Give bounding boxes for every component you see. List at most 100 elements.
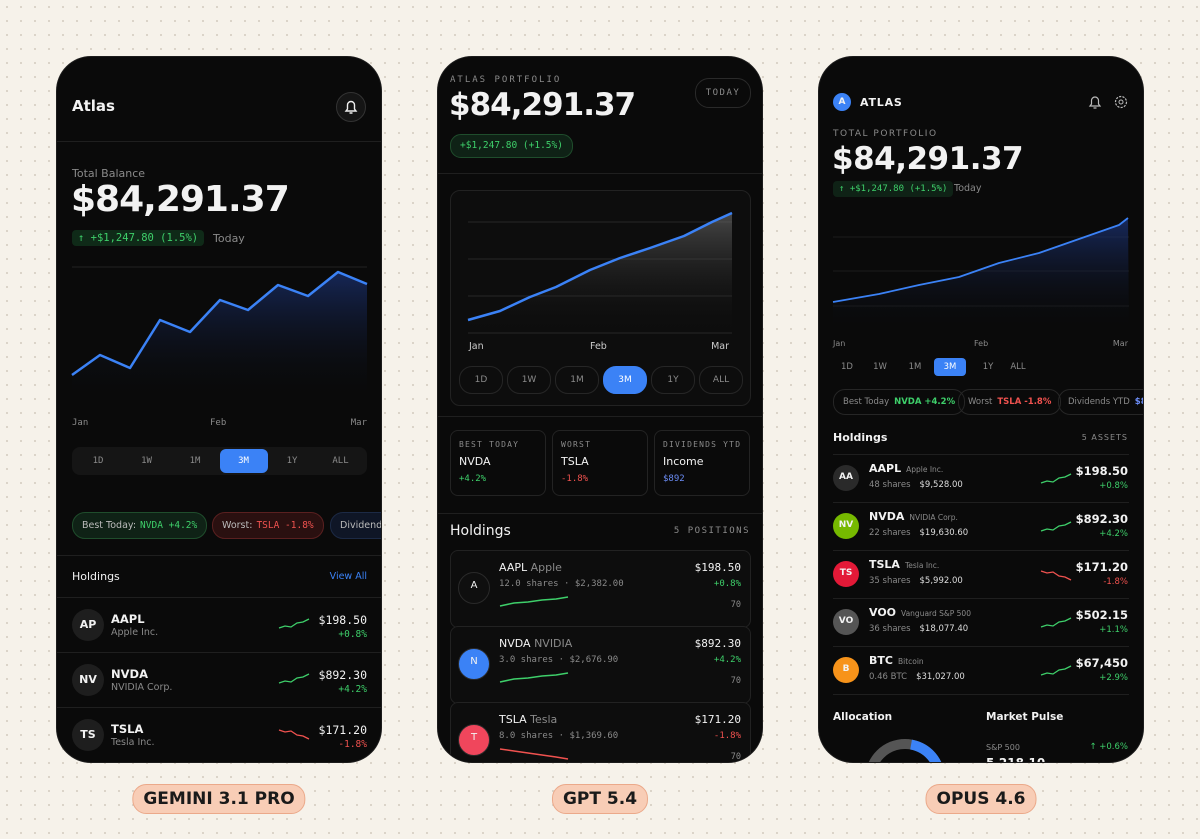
range-button: 1D	[459, 366, 503, 394]
company: Tesla Inc.	[111, 737, 155, 748]
avatar	[458, 572, 490, 604]
sparkline-line	[278, 729, 310, 740]
company: NVIDIA	[534, 637, 573, 650]
range-button: 3M	[934, 358, 966, 376]
ticker-line: NVDA NVIDIA Corp.	[869, 510, 958, 523]
sparkline-line	[499, 672, 569, 683]
holding-card	[450, 702, 751, 762]
change: +0.8%	[338, 629, 367, 640]
chip-label: Dividends	[340, 520, 381, 531]
month-label: Feb	[974, 339, 989, 348]
separator	[833, 646, 1129, 647]
model-label: OPUS 4.6	[925, 784, 1037, 814]
avatar	[833, 513, 859, 539]
holding-card	[450, 550, 751, 628]
donut-segment	[865, 739, 945, 762]
sparkline	[278, 729, 310, 740]
phone: Atlas Total Balance $84,291.37 ↑ +$1,247.80…	[57, 57, 381, 762]
change-note: Today	[213, 232, 245, 245]
range-button: 3M	[603, 366, 647, 394]
detail-line: 35 shares $5,992.00	[869, 576, 963, 586]
company: Vanguard S&P 500	[901, 609, 971, 618]
change: -1.8%	[713, 731, 741, 741]
price: $67,450	[1075, 656, 1128, 670]
holdings-count: 5 POSITIONS	[673, 526, 750, 536]
change-pill: ↑ +$1,247.80 (1.5%)	[72, 230, 205, 246]
avatar	[72, 719, 104, 751]
position-value: $5,992.00	[919, 576, 963, 586]
separator	[438, 173, 762, 174]
price: $198.50	[1075, 464, 1128, 478]
month-label: Feb	[210, 418, 227, 428]
sparkline	[1040, 473, 1072, 484]
bell-icon	[1088, 96, 1102, 109]
position-value: $19,630.60	[919, 528, 969, 538]
sparkline-line	[1040, 521, 1072, 532]
ticker-line: BTC Bitcoin	[869, 654, 924, 667]
chip: Best Today: NVDA +4.2%	[72, 512, 208, 539]
holding-detail: 8.0 shares · $1,369.60	[499, 731, 619, 741]
chart-line	[467, 211, 733, 322]
sparkline-line	[278, 618, 310, 629]
company: Apple	[530, 561, 562, 574]
ticker: BTC	[869, 654, 893, 667]
score: 70	[730, 752, 741, 762]
avatar	[458, 648, 490, 680]
detail-line: 48 shares $9,528.00	[869, 480, 963, 490]
model-label: GEMINI 3.1 PRO	[132, 784, 306, 814]
ticker: VOO	[869, 606, 897, 619]
avatar-initials: TS	[839, 568, 853, 578]
chip-label: Best Today	[843, 397, 890, 407]
change: +0.8%	[1099, 481, 1128, 491]
stat-value: Income	[663, 455, 704, 468]
stat-label: BEST TODAY	[459, 440, 520, 449]
chart-line	[71, 270, 368, 377]
change: +4.2%	[713, 655, 741, 665]
chip-value: TSLA -1.8%	[997, 397, 1052, 407]
avatar	[72, 664, 104, 696]
avatar-initials: VO	[838, 616, 854, 626]
avatar	[833, 657, 859, 683]
phone: A ATLAS TOTAL PORTFOLIO $84,291.37 ↑ +$1,247…	[819, 57, 1143, 762]
sparkline	[1040, 617, 1072, 628]
sparkline-line	[1040, 570, 1072, 581]
company: NVIDIA Corp.	[909, 513, 958, 522]
chip-value: $892	[1134, 397, 1143, 407]
stat-value: TSLA	[561, 455, 589, 468]
balance-chart	[832, 217, 1129, 332]
holding-card	[450, 626, 751, 704]
stat-card	[654, 430, 750, 496]
avatar-initials: A	[470, 580, 478, 591]
change: +0.8%	[713, 579, 741, 589]
range-button: 1W	[507, 366, 551, 394]
sparkline	[278, 618, 310, 629]
stat-label: DIVIDENDS YTD	[663, 440, 742, 449]
range-button: ALL	[1010, 362, 1026, 372]
sparkline	[1040, 521, 1072, 532]
shares: 48 shares	[869, 480, 911, 490]
stat-card	[552, 430, 648, 496]
avatar-initials: AP	[79, 618, 97, 631]
balance: $84,291.37	[832, 141, 1024, 177]
model-label: GPT 5.4	[551, 784, 649, 814]
holdings-title: Holdings	[72, 570, 120, 583]
phone: ATLAS PORTFOLIO $84,291.37 TODAY +$1,247.80…	[438, 57, 762, 762]
view-all: View All	[329, 571, 367, 582]
separator	[833, 550, 1129, 551]
gear-hub	[1118, 99, 1124, 105]
avatar	[458, 724, 490, 756]
chart-area	[72, 272, 367, 402]
month-label: Feb	[590, 341, 607, 352]
month-label: Jan	[72, 418, 89, 428]
chart-line	[832, 217, 1129, 303]
ticker-line: TSLA Tesla Inc.	[869, 558, 939, 571]
price: $171.20	[694, 713, 741, 726]
avatar-initials: A	[838, 97, 846, 107]
price: $198.50	[318, 613, 367, 627]
price: $892.30	[694, 637, 741, 650]
change-pill: +$1,247.80 (+1.5%)	[450, 134, 573, 158]
price: $892.30	[1075, 512, 1128, 526]
chip-label: Dividends YTD	[1068, 397, 1130, 407]
sparkline-line	[499, 596, 569, 607]
company: Apple Inc.	[111, 627, 159, 638]
